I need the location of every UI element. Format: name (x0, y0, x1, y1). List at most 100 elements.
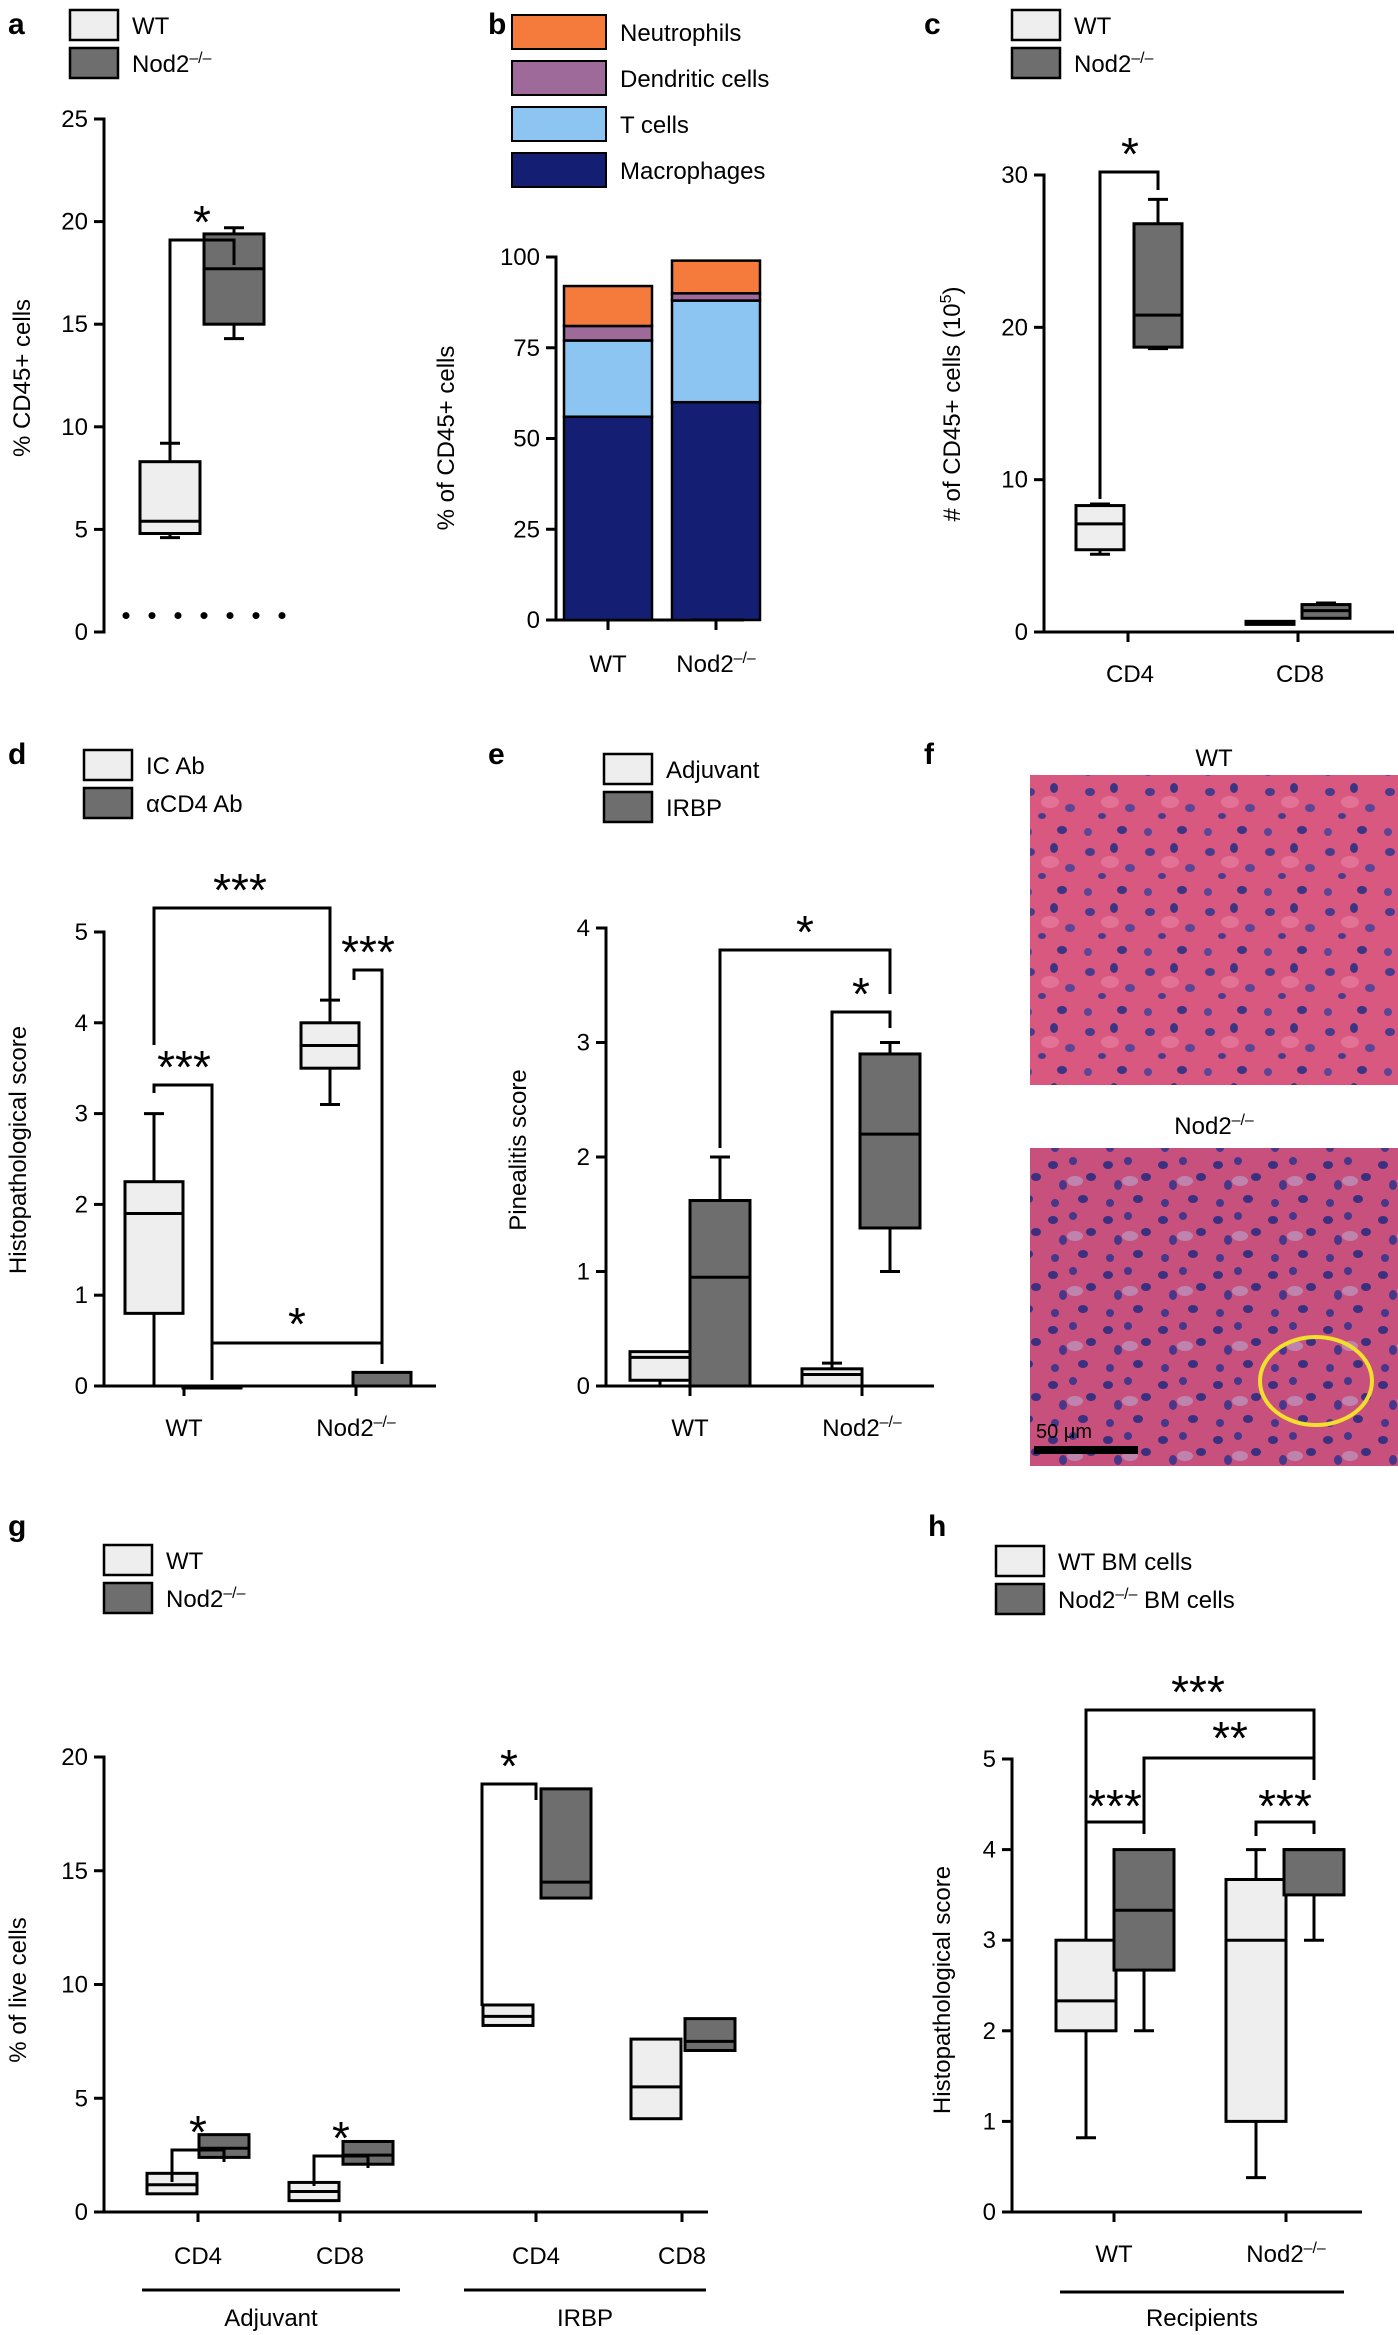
label-superscript: –/– (734, 650, 756, 667)
d-sig-star-2: *** (341, 926, 395, 978)
box-body (138, 460, 202, 536)
a-baseline-dot (278, 612, 286, 620)
5-y-tick-label: 10 (61, 1972, 88, 1999)
b-bar-segment (670, 400, 762, 622)
box-body (1224, 1877, 1288, 2123)
g-sig-star-3: * (500, 1740, 518, 1792)
c-legend-label: Nod2–/– (1074, 50, 1154, 78)
label-superscript: –/– (374, 1414, 396, 1431)
2-y-tick-label: 30 (1001, 162, 1028, 189)
g-box-6 (629, 2037, 683, 2121)
e-x-label: Nod2–/– (822, 1414, 902, 1442)
d-sig-bracket-2 (352, 968, 384, 1364)
d-legend-label: αCD4 Ab (146, 791, 243, 818)
h-box-ko-ko (1282, 1848, 1346, 1942)
d-sig-star-1: *** (213, 864, 267, 916)
c-ylabel-unit-exp: 5 (938, 294, 955, 303)
a-legend-swatch (68, 46, 120, 80)
1-y-tick-label: 25 (513, 516, 540, 543)
3-y-tick-label: 3 (75, 1101, 88, 1128)
box-body (629, 2037, 683, 2121)
label-part: Nod2 (132, 51, 189, 78)
3-y-tick-label: 4 (75, 1010, 88, 1037)
g-sig-star-2: * (332, 2112, 350, 2164)
1-y-tick-label: 0 (527, 607, 540, 634)
a-box-wt (138, 441, 202, 540)
4-y-tick-label: 4 (577, 915, 590, 942)
a-sig-star: * (193, 196, 211, 248)
h-ylabel: Histopathological score (929, 1866, 956, 2114)
e-sig-bracket-1 (718, 948, 892, 1148)
a-sig-bracket (168, 238, 236, 460)
g-box-1 (197, 2133, 251, 2159)
6-y-tick-label: 1 (983, 2108, 996, 2135)
a-baseline-dot (226, 612, 234, 620)
a-baseline-dot (200, 612, 208, 620)
0-y-tick-label: 10 (61, 414, 88, 441)
5-y-tick-label: 20 (61, 1744, 88, 1771)
g-legend-swatch (102, 1581, 154, 1615)
box-body (1054, 1938, 1118, 2033)
h-box-wt-wt (1054, 1938, 1118, 2140)
g-sig-bracket-3 (480, 1782, 538, 2006)
g-legend-label: Nod2–/– (166, 1585, 246, 1613)
g-sig-bracket-1 (170, 2148, 226, 2182)
b-bar-segment (562, 339, 654, 418)
0-y-tick-label: 15 (61, 311, 88, 338)
b-bar-segment (562, 415, 654, 622)
e-box-wt-adj (628, 1350, 692, 1388)
e-sig-star-1: * (796, 906, 814, 958)
h-sig-bracket-4 (1254, 1820, 1316, 1836)
h-legend-label: Nod2–/– BM cells (1058, 1586, 1235, 1614)
e-sig-bracket-2 (830, 1010, 892, 1362)
3-y-tick-label: 1 (75, 1282, 88, 1309)
g-x-label: CD8 (658, 2243, 706, 2270)
label-part: Nod2 (1074, 51, 1131, 78)
panel-label-b: b (488, 8, 506, 41)
a-legend-label: Nod2–/– (132, 50, 212, 78)
b-legend-swatch (511, 106, 607, 142)
6-y-tick-label: 4 (983, 1837, 996, 1864)
g-x-label: CD4 (512, 2243, 560, 2270)
h-sig-star-4: *** (1258, 1780, 1312, 1832)
h-sig-star-1: *** (1171, 1666, 1225, 1718)
4-y-tick-label: 2 (577, 1144, 590, 1171)
a-legend-swatch (68, 8, 120, 42)
panel-label-e: e (488, 738, 505, 771)
g-sig-bracket-2 (312, 2154, 370, 2186)
g-legend-swatch (102, 1543, 154, 1577)
f-highlight-circle (1258, 1335, 1374, 1427)
box-body (1074, 504, 1126, 552)
f-top-title: WT (1195, 745, 1233, 772)
5-y-tick-label: 5 (75, 2085, 88, 2112)
e-sig-star-2: * (852, 968, 870, 1020)
d-sig-star-3: *** (157, 1041, 211, 1093)
g-box-5 (539, 1787, 593, 1900)
g-group-label: IRBP (557, 2305, 613, 2332)
b-legend-label: Dendritic cells (620, 66, 769, 93)
c-sig-bracket (1098, 170, 1160, 499)
h-legend-label: WT BM cells (1058, 1549, 1192, 1576)
panel-label-c: c (924, 8, 941, 41)
1-y-tick-label: 50 (513, 426, 540, 453)
6-y-tick-label: 0 (983, 2199, 996, 2226)
6-y-tick-label: 3 (983, 1927, 996, 1954)
label-part: Nod2 (822, 1415, 879, 1442)
d-box-wt-acd4 (181, 1384, 243, 1390)
h-sig-bracket-3 (1084, 1820, 1146, 1850)
e-box-ko-adj (800, 1361, 864, 1388)
c-x-label: CD4 (1106, 661, 1154, 688)
box-body (1132, 222, 1184, 349)
d-x-label: WT (165, 1415, 203, 1442)
b-legend-label: T cells (620, 112, 689, 139)
h-sig-star-3: *** (1088, 1780, 1142, 1832)
g-group-label: Adjuvant (224, 2305, 318, 2332)
box-body (858, 1052, 922, 1230)
0-y-tick-label: 20 (61, 209, 88, 236)
c-box-cd8-ko (1300, 601, 1352, 620)
h-sig-star-2: ** (1212, 1712, 1248, 1764)
panel-label-f: f (924, 738, 935, 771)
d-legend-swatch (82, 786, 134, 820)
b-x-label: Nod2–/– (676, 650, 756, 678)
